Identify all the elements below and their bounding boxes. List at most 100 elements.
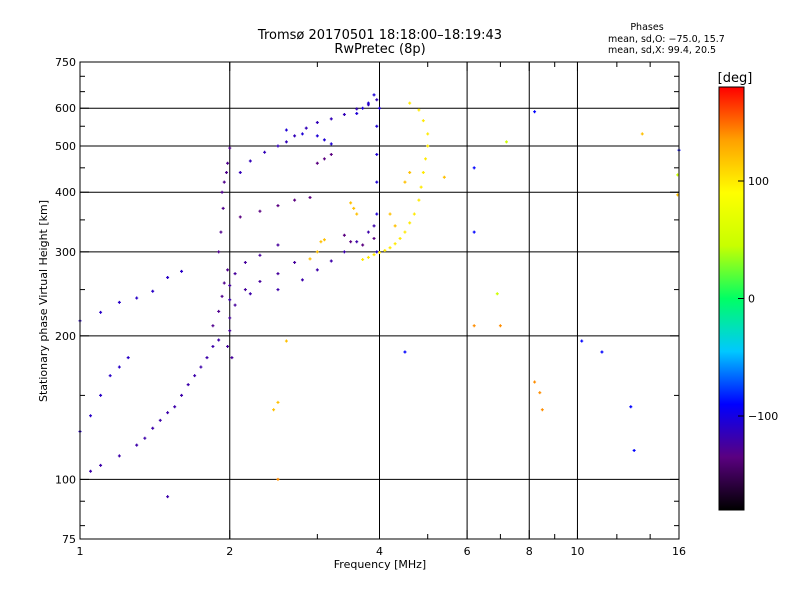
data-point	[248, 292, 252, 296]
data-point	[403, 230, 407, 234]
data-point	[393, 224, 397, 228]
y-axis-label: Stationary phase Virtual Height [km]	[37, 200, 50, 402]
data-point	[143, 436, 147, 440]
data-point	[193, 374, 197, 378]
chart-subtitle: RwPretec (8p)	[334, 42, 425, 57]
x-axis-label: Frequency [MHz]	[334, 558, 426, 571]
data-point	[248, 159, 252, 163]
data-point	[99, 393, 103, 397]
data-point	[258, 279, 262, 283]
data-point	[205, 356, 209, 360]
data-point	[329, 259, 333, 263]
data-point	[640, 132, 644, 136]
data-point	[372, 93, 376, 97]
data-point	[342, 233, 346, 237]
data-point	[417, 108, 421, 112]
data-point	[315, 121, 319, 125]
data-point	[284, 128, 288, 132]
data-point	[230, 356, 234, 360]
data-point	[366, 230, 370, 234]
data-point	[226, 161, 230, 165]
data-point	[375, 250, 379, 254]
data-point	[158, 418, 162, 422]
data-point	[135, 443, 139, 447]
data-point	[315, 161, 319, 165]
data-point	[393, 242, 397, 246]
data-point	[472, 324, 476, 328]
data-point	[329, 152, 333, 156]
gridlines	[80, 62, 679, 539]
data-point	[108, 374, 112, 378]
data-point	[388, 212, 392, 216]
data-point	[173, 405, 177, 409]
data-point	[322, 138, 326, 142]
data-point	[276, 288, 280, 292]
data-point	[629, 405, 633, 409]
data-point	[217, 250, 221, 254]
x-tick-label: 1	[77, 545, 84, 558]
data-point	[540, 408, 544, 412]
x-tick-label: 2	[226, 545, 233, 558]
data-point	[228, 329, 232, 333]
data-point	[355, 212, 359, 216]
data-point	[372, 253, 376, 257]
data-point	[276, 204, 280, 208]
colorbar: [deg] 100 0 −100	[718, 71, 778, 511]
data-point	[117, 454, 121, 458]
data-point	[580, 339, 584, 343]
data-point	[166, 411, 170, 415]
data-point	[220, 190, 224, 194]
data-point	[495, 292, 499, 296]
data-point	[199, 365, 203, 369]
data-point	[238, 170, 242, 174]
data-point	[151, 426, 155, 430]
data-point	[99, 463, 103, 467]
data-point	[166, 276, 170, 280]
data-point	[276, 477, 280, 481]
x-tick-label: 6	[464, 545, 471, 558]
data-point	[228, 298, 232, 302]
data-point	[263, 150, 267, 154]
data-point	[424, 157, 428, 161]
data-point	[349, 201, 353, 205]
data-point	[300, 278, 304, 282]
data-point	[135, 296, 139, 300]
data-point	[361, 106, 365, 110]
data-point	[419, 185, 423, 189]
data-point	[349, 240, 353, 244]
y-tick-label: 100	[55, 473, 76, 486]
y-tick-label: 200	[55, 330, 76, 343]
data-point	[211, 324, 215, 328]
data-point	[151, 289, 155, 293]
data-point	[355, 107, 359, 111]
data-point	[276, 400, 280, 404]
data-point	[408, 170, 412, 174]
data-point	[426, 132, 430, 136]
data-point	[293, 134, 297, 138]
data-point	[258, 209, 262, 213]
data-point	[221, 206, 225, 210]
data-point	[319, 240, 323, 244]
data-point	[388, 246, 392, 250]
data-point	[378, 106, 381, 110]
data-point	[375, 180, 379, 184]
data-point	[442, 175, 446, 179]
y-tick-label: 600	[55, 102, 76, 115]
data-point	[408, 221, 412, 225]
data-point	[398, 236, 402, 240]
data-point	[258, 253, 262, 257]
data-point	[421, 119, 425, 123]
data-point	[233, 272, 237, 276]
data-point	[180, 269, 184, 273]
data-point	[355, 111, 359, 115]
data-point	[293, 198, 297, 202]
data-point	[117, 300, 121, 304]
data-point	[366, 101, 370, 105]
data-point	[276, 243, 280, 247]
data-point	[243, 288, 247, 292]
data-point	[126, 356, 130, 360]
data-point	[375, 98, 379, 102]
data-point	[329, 117, 333, 121]
data-point	[308, 195, 312, 199]
data-point	[224, 170, 228, 174]
